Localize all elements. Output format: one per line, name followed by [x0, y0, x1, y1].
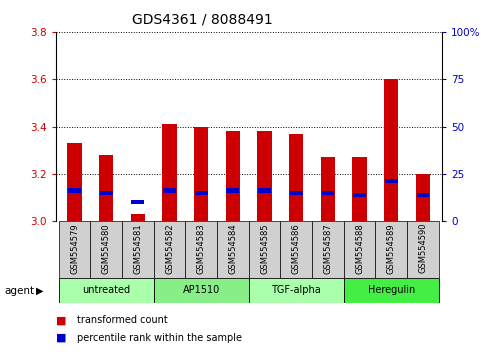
- Text: GSM554589: GSM554589: [387, 223, 396, 274]
- Bar: [281, 221, 312, 278]
- Text: untreated: untreated: [82, 285, 130, 295]
- Text: GSM554582: GSM554582: [165, 223, 174, 274]
- Text: GSM554587: GSM554587: [324, 223, 332, 274]
- Text: GSM554581: GSM554581: [133, 223, 142, 274]
- Bar: [90, 221, 122, 278]
- Bar: [99, 155, 114, 221]
- Text: GSM554586: GSM554586: [292, 223, 301, 274]
- Bar: [226, 131, 240, 221]
- Text: GSM554585: GSM554585: [260, 223, 269, 274]
- Bar: [385, 179, 398, 183]
- Bar: [312, 221, 344, 278]
- Text: GSM554584: GSM554584: [228, 223, 238, 274]
- Bar: [59, 278, 154, 303]
- Text: GSM554590: GSM554590: [418, 223, 427, 273]
- Bar: [416, 174, 430, 221]
- Text: GSM554579: GSM554579: [70, 223, 79, 274]
- Bar: [344, 221, 375, 278]
- Text: GDS4361 / 8088491: GDS4361 / 8088491: [132, 12, 273, 27]
- Bar: [59, 221, 90, 278]
- Bar: [194, 127, 208, 221]
- Bar: [249, 278, 344, 303]
- Bar: [185, 221, 217, 278]
- Bar: [407, 221, 439, 278]
- Text: Heregulin: Heregulin: [368, 285, 415, 295]
- Bar: [162, 124, 177, 221]
- Bar: [375, 221, 407, 278]
- Bar: [154, 221, 185, 278]
- Text: TGF-alpha: TGF-alpha: [271, 285, 321, 295]
- Text: percentile rank within the sample: percentile rank within the sample: [77, 333, 242, 343]
- Bar: [384, 79, 398, 221]
- Text: ■: ■: [56, 333, 66, 343]
- Text: ▶: ▶: [36, 286, 44, 296]
- Bar: [353, 193, 366, 197]
- Bar: [258, 188, 271, 193]
- Bar: [416, 193, 429, 197]
- Bar: [100, 191, 113, 195]
- Bar: [227, 188, 239, 193]
- Bar: [122, 221, 154, 278]
- Text: GSM554580: GSM554580: [102, 223, 111, 274]
- Text: AP1510: AP1510: [183, 285, 220, 295]
- Bar: [195, 191, 208, 195]
- Bar: [131, 214, 145, 221]
- Bar: [344, 278, 439, 303]
- Bar: [68, 143, 82, 221]
- Bar: [249, 221, 281, 278]
- Text: transformed count: transformed count: [77, 315, 168, 325]
- Bar: [257, 131, 272, 221]
- Bar: [290, 191, 303, 195]
- Text: GSM554583: GSM554583: [197, 223, 206, 274]
- Bar: [131, 200, 144, 205]
- Bar: [217, 221, 249, 278]
- Text: agent: agent: [5, 286, 35, 296]
- Bar: [321, 157, 335, 221]
- Text: GSM554588: GSM554588: [355, 223, 364, 274]
- Bar: [154, 278, 249, 303]
- Bar: [289, 134, 303, 221]
- Text: ■: ■: [56, 315, 66, 325]
- Bar: [353, 157, 367, 221]
- Bar: [68, 188, 81, 193]
- Bar: [163, 188, 176, 193]
- Bar: [322, 191, 334, 195]
